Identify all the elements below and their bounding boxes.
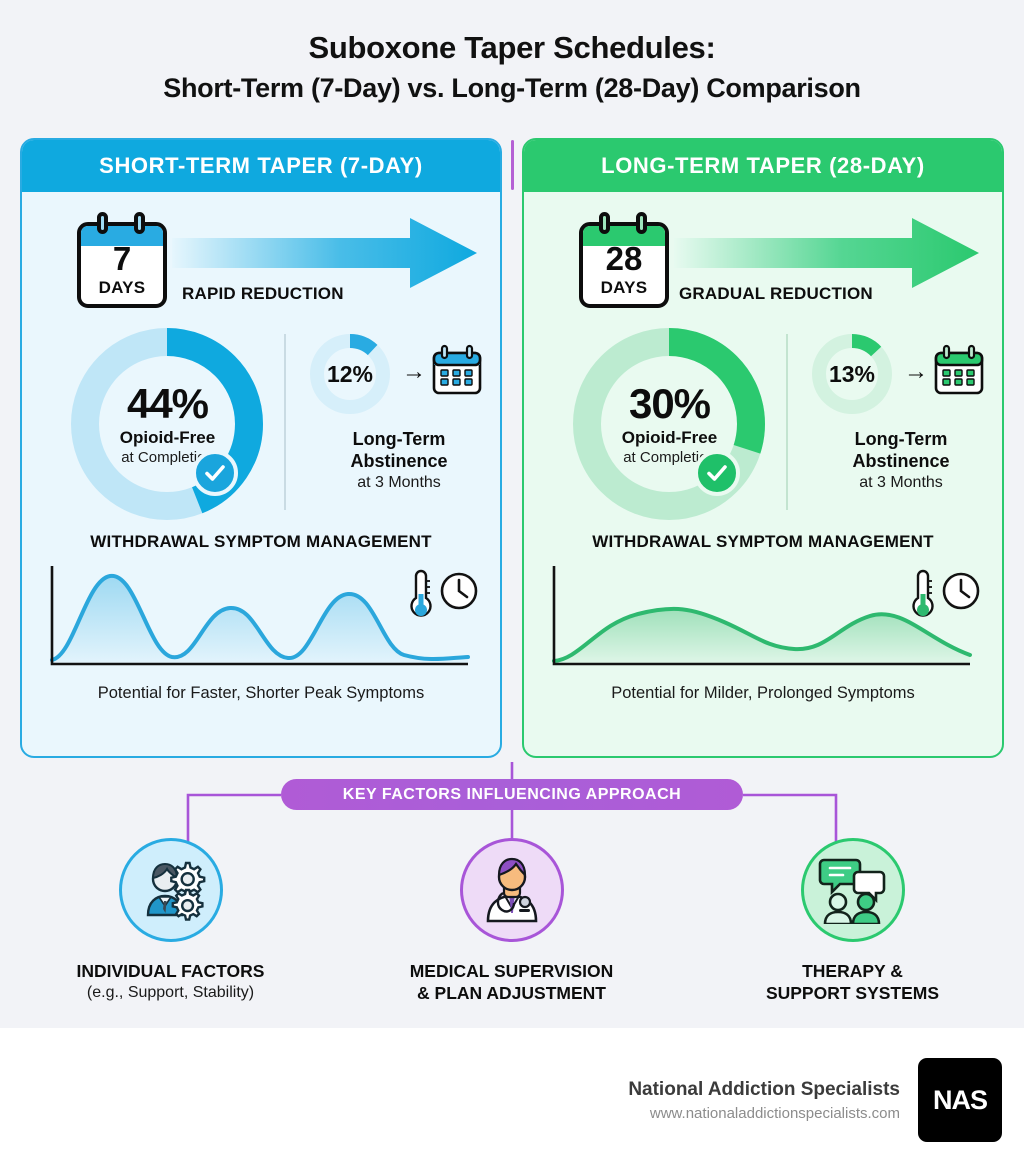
reduction-label: RAPID REDUCTION	[182, 284, 344, 303]
symptom-wave-chart	[50, 566, 470, 666]
gradual-reduction-arrow-icon	[674, 218, 979, 288]
arrow-right-icon: →	[402, 358, 426, 385]
thermometer-clock-icon	[410, 569, 478, 617]
key-factors-list: INDIVIDUAL FACTORS (e.g., Support, Stabi…	[0, 838, 1024, 1004]
panel-header-short-term: SHORT-TERM TAPER (7-DAY)	[22, 140, 500, 192]
panel-header-label: LONG-TERM TAPER (28-DAY)	[601, 153, 925, 178]
calendar-icon	[432, 344, 482, 395]
person-gears-icon	[118, 838, 223, 942]
key-factor-individual[interactable]: INDIVIDUAL FACTORS (e.g., Support, Stabi…	[0, 838, 341, 1004]
page-title: Suboxone Taper Schedules: Short-Term (7-…	[0, 30, 1024, 104]
key-factor-label-2: & PLAN ADJUSTMENT	[417, 983, 606, 1003]
donut-chart-abstinence	[310, 334, 390, 414]
calendar-number: 28	[605, 240, 643, 277]
check-icon	[694, 450, 740, 496]
key-factors-banner: KEY FACTORS INFLUENCING APPROACH	[281, 779, 743, 810]
timeline-row-short-term: 7 DAYS RAPID REDUCTION	[22, 202, 500, 322]
key-factor-label-1: INDIVIDUAL FACTORS	[76, 961, 265, 981]
footer: National Addiction Specialists www.natio…	[0, 1028, 1024, 1154]
nas-logo: NAS	[918, 1058, 1002, 1142]
donut-center-labels: 30% Opioid-Free at Completion	[562, 324, 777, 524]
footer-org-name: National Addiction Specialists	[628, 1078, 900, 1100]
secondary-label-2: Abstinence	[852, 451, 950, 471]
nas-logo-text: NAS	[932, 1084, 988, 1115]
panel-short-term: SHORT-TERM TAPER (7-DAY) 7 DAYS	[20, 138, 502, 758]
calendar-number: 7	[112, 240, 132, 277]
stats-divider	[284, 334, 286, 510]
title-line-1: Suboxone Taper Schedules:	[308, 30, 716, 65]
key-factor-medical[interactable]: MEDICAL SUPERVISION & PLAN ADJUSTMENT	[341, 838, 682, 1004]
donut-percent: 30%	[628, 379, 711, 427]
secondary-label-1: Long-Term	[352, 429, 446, 449]
donut-label-1: Opioid-Free	[621, 427, 718, 447]
thermometer-icon	[410, 569, 432, 617]
rapid-reduction-arrow-icon	[172, 218, 477, 288]
clock-icon	[440, 572, 478, 610]
stats-row-short-term: 44% Opioid-Free at Completion 12% →	[22, 322, 500, 532]
stats-row-long-term: 30% Opioid-Free at Completion 13% →	[524, 322, 1002, 532]
secondary-label-3: at 3 Months	[357, 474, 441, 491]
footer-text: National Addiction Specialists www.natio…	[628, 1079, 900, 1122]
secondary-stat-labels: Long-Term Abstinence at 3 Months	[806, 428, 996, 492]
check-icon	[192, 450, 238, 496]
chat-people-icon	[800, 838, 905, 942]
thermometer-icon	[912, 569, 934, 617]
clock-icon	[942, 572, 980, 610]
symptom-caption: Potential for Faster, Shorter Peak Sympt…	[97, 684, 425, 702]
symptom-chart-short-term	[22, 560, 500, 680]
donut-chart-abstinence	[812, 334, 892, 414]
symptom-caption: Potential for Milder, Prolonged Symptoms	[611, 684, 915, 702]
donut-label-1: Opioid-Free	[119, 427, 216, 447]
donut-chart-opioid-free	[573, 328, 765, 520]
panel-long-term: LONG-TERM TAPER (28-DAY) 28 DAYS GRADUAL…	[522, 138, 1004, 758]
key-factor-label-1: THERAPY &	[802, 961, 903, 981]
donut-center-labels: 44% Opioid-Free at Completion	[60, 324, 275, 524]
donut-chart-opioid-free	[71, 328, 263, 520]
secondary-label-1: Long-Term	[854, 429, 948, 449]
panel-divider	[511, 140, 514, 190]
key-factor-therapy[interactable]: THERAPY & SUPPORT SYSTEMS	[682, 838, 1023, 1004]
key-factor-label-2: (e.g., Support, Stability)	[86, 984, 255, 1001]
secondary-label-3: at 3 Months	[859, 474, 943, 491]
arrow-right-icon: →	[904, 358, 928, 385]
secondary-label-2: Abstinence	[350, 451, 448, 471]
title-line-2: Short-Term (7-Day) vs. Long-Term (28-Day…	[163, 73, 861, 103]
donut-label-2: at Completion	[121, 448, 214, 466]
doctor-icon	[459, 838, 564, 942]
timeline-row-long-term: 28 DAYS GRADUAL REDUCTION	[524, 202, 1002, 322]
calendar-unit: DAYS	[600, 278, 648, 297]
calendar-icon: 28 DAYS	[579, 212, 669, 308]
calendar-icon	[934, 344, 984, 395]
mini-donut-percent: 13%	[828, 360, 876, 387]
footer-url[interactable]: www.nationaladdictionspecialists.com	[649, 1104, 900, 1122]
mini-donut-percent: 12%	[326, 360, 374, 387]
symptom-section-long-term: WITHDRAWAL SYMPTOM MANAGEMENT	[524, 532, 1002, 703]
secondary-stat-labels: Long-Term Abstinence at 3 Months	[304, 428, 494, 492]
key-factor-label-2: SUPPORT SYSTEMS	[765, 983, 940, 1003]
key-factor-label-1: MEDICAL SUPERVISION	[409, 961, 614, 981]
symptom-chart-long-term	[524, 560, 1002, 680]
thermometer-clock-icon	[912, 569, 980, 617]
calendar-icon: 7 DAYS	[77, 212, 167, 308]
symptom-section-title: WITHDRAWAL SYMPTOM MANAGEMENT	[90, 532, 432, 551]
symptom-wave-chart	[552, 566, 972, 666]
panel-header-long-term: LONG-TERM TAPER (28-DAY)	[524, 140, 1002, 192]
reduction-label: GRADUAL REDUCTION	[679, 284, 873, 303]
key-factors-banner-label: KEY FACTORS INFLUENCING APPROACH	[342, 785, 682, 803]
donut-label-2: at Completion	[623, 448, 716, 466]
symptom-section-title: WITHDRAWAL SYMPTOM MANAGEMENT	[592, 532, 934, 551]
symptom-section-short-term: WITHDRAWAL SYMPTOM MANAGEMENT	[22, 532, 500, 703]
donut-percent: 44%	[126, 379, 209, 427]
panel-header-label: SHORT-TERM TAPER (7-DAY)	[99, 153, 423, 178]
calendar-unit: DAYS	[98, 278, 146, 297]
stats-divider	[786, 334, 788, 510]
